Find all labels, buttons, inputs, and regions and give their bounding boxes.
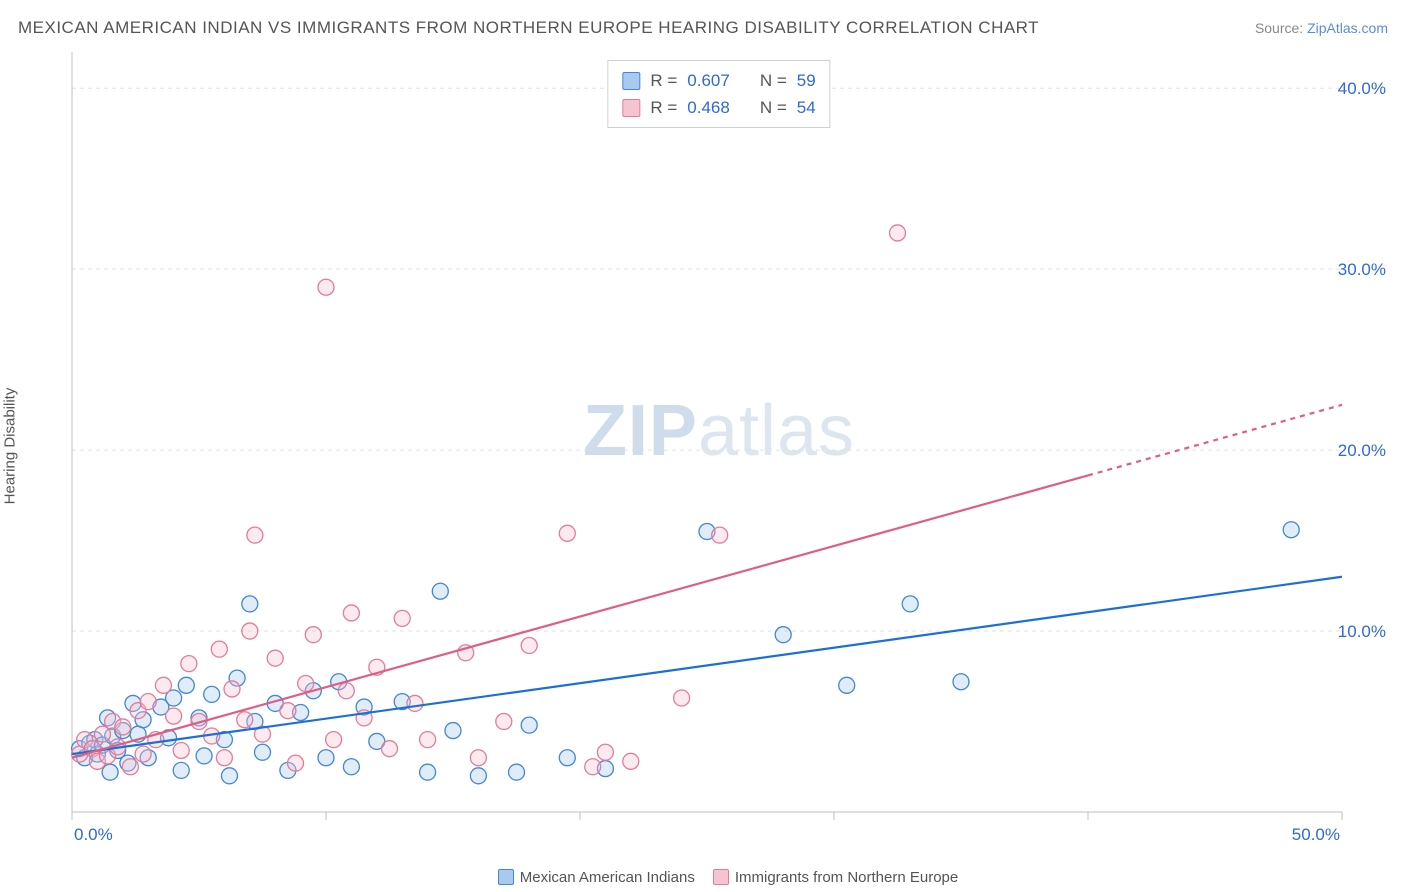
data-point — [338, 683, 354, 699]
legend-row: R = 0.468 N = 54 — [622, 94, 815, 121]
n-value: 54 — [797, 94, 816, 121]
data-point — [382, 741, 398, 757]
data-point — [211, 641, 227, 657]
data-point — [280, 703, 296, 719]
data-point — [775, 627, 791, 643]
legend-label: Mexican American Indians — [520, 869, 695, 886]
data-point — [326, 732, 342, 748]
source-label: Source: — [1255, 20, 1307, 36]
data-point — [521, 717, 537, 733]
n-value: 59 — [797, 67, 816, 94]
data-point — [902, 596, 918, 612]
data-point — [135, 746, 151, 762]
y-axis-label: Hearing Disability — [2, 388, 19, 505]
data-point — [420, 764, 436, 780]
title-bar: MEXICAN AMERICAN INDIAN VS IMMIGRANTS FR… — [18, 18, 1388, 38]
data-point — [166, 708, 182, 724]
data-point — [242, 596, 258, 612]
data-point — [216, 750, 232, 766]
data-point — [585, 759, 601, 775]
data-point — [247, 527, 263, 543]
data-point — [204, 686, 220, 702]
data-point — [267, 650, 283, 666]
data-point — [470, 768, 486, 784]
legend-label: Immigrants from Northern Europe — [735, 869, 958, 886]
data-point — [559, 750, 575, 766]
data-point — [122, 759, 138, 775]
source-value: ZipAtlas.com — [1307, 20, 1388, 36]
legend-row: R = 0.607 N = 59 — [622, 67, 815, 94]
y-tick-label: 40.0% — [1338, 79, 1386, 98]
data-point — [173, 762, 189, 778]
y-tick-label: 20.0% — [1338, 441, 1386, 460]
legend-swatch — [622, 72, 640, 90]
source-attribution: Source: ZipAtlas.com — [1255, 20, 1388, 36]
data-point — [178, 677, 194, 693]
data-point — [890, 225, 906, 241]
data-point — [255, 744, 271, 760]
r-label: R = — [650, 94, 677, 121]
scatter-chart: 10.0% 20.0% 30.0% 40.0% 0.0% 50.0% — [52, 52, 1386, 842]
trend-line-dashed — [1088, 405, 1342, 476]
r-label: R = — [650, 67, 677, 94]
data-point — [839, 677, 855, 693]
data-point — [196, 748, 212, 764]
data-point — [712, 527, 728, 543]
data-point — [496, 714, 512, 730]
trend-line — [72, 577, 1342, 754]
page-title: MEXICAN AMERICAN INDIAN VS IMMIGRANTS FR… — [18, 18, 1039, 38]
data-point — [298, 676, 314, 692]
data-point — [674, 690, 690, 706]
legend-swatch — [713, 869, 729, 885]
n-label: N = — [760, 67, 787, 94]
series-legend: Mexican American Indians Immigrants from … — [52, 869, 1386, 886]
data-point — [1283, 522, 1299, 538]
r-value: 0.468 — [687, 94, 730, 121]
data-point — [102, 764, 118, 780]
data-point — [140, 694, 156, 710]
data-point — [343, 605, 359, 621]
x-tick-label: 0.0% — [74, 825, 113, 842]
data-point — [288, 755, 304, 771]
legend-swatch — [622, 99, 640, 117]
data-point — [445, 723, 461, 739]
data-point — [318, 750, 334, 766]
data-point — [394, 610, 410, 626]
r-value: 0.607 — [687, 67, 730, 94]
data-point — [305, 627, 321, 643]
data-point — [521, 638, 537, 654]
data-point — [221, 768, 237, 784]
data-point — [115, 719, 131, 735]
data-point — [181, 656, 197, 672]
legend-swatch — [498, 869, 514, 885]
n-label: N = — [760, 94, 787, 121]
y-tick-label: 30.0% — [1338, 260, 1386, 279]
data-point — [953, 674, 969, 690]
correlation-legend: R = 0.607 N = 59 R = 0.468 N = 54 — [607, 60, 830, 128]
data-point — [237, 712, 253, 728]
data-point — [432, 583, 448, 599]
data-point — [155, 677, 171, 693]
data-point — [559, 525, 575, 541]
x-tick-label: 50.0% — [1292, 825, 1340, 842]
data-point — [420, 732, 436, 748]
data-point — [173, 742, 189, 758]
trend-line — [72, 475, 1088, 757]
y-tick-label: 10.0% — [1338, 622, 1386, 641]
data-point — [597, 744, 613, 760]
chart-area: 10.0%20.0%30.0%40.0%0.0%50.0% ZIPatlas R… — [52, 52, 1386, 842]
data-point — [509, 764, 525, 780]
data-point — [318, 279, 334, 295]
data-point — [407, 695, 423, 711]
data-point — [343, 759, 359, 775]
data-point — [224, 681, 240, 697]
data-point — [623, 753, 639, 769]
data-point — [242, 623, 258, 639]
data-point — [470, 750, 486, 766]
